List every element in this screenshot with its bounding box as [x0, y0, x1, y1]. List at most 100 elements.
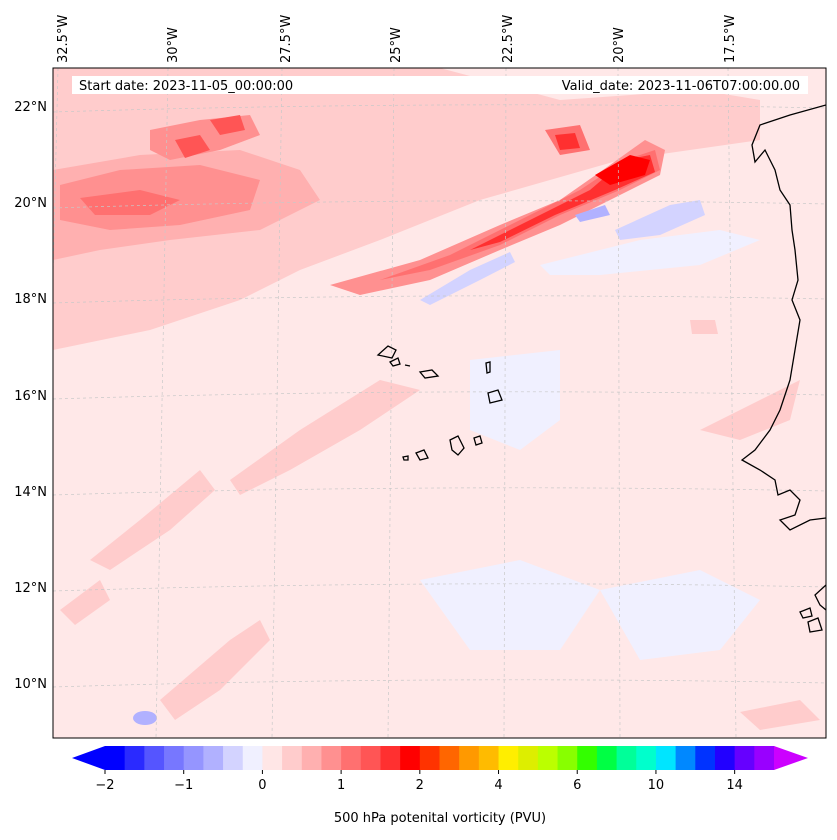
valid-date-label: Valid_date: 2023-11-06T07:00:00.00 — [562, 79, 800, 94]
pv-contour-region — [615, 200, 705, 240]
colorbar-cell — [675, 746, 696, 770]
colorbar-cell — [124, 746, 145, 770]
colorbar-label: 500 hPa potenital vorticity (PVU) — [334, 811, 546, 826]
longitude-labels: 32.5°W 30°W 27.5°W 25°W 22.5°W 20°W 17.5… — [56, 15, 738, 63]
colorbar-extend-low — [72, 746, 105, 770]
pv-contour-region — [555, 133, 580, 150]
africa-coastline — [814, 584, 826, 611]
colorbar-cell — [105, 746, 126, 770]
pv-contour-region — [540, 230, 760, 275]
colorbar-cell — [596, 746, 618, 770]
colorbar-tick-label: 1 — [337, 778, 345, 793]
colorbar-cell — [341, 746, 362, 770]
island-outline — [799, 607, 813, 619]
colorbar-cell — [144, 746, 165, 770]
pv-contour-region — [80, 190, 180, 215]
colorbar-cell — [301, 746, 322, 770]
island-outline — [415, 449, 429, 461]
latitude-labels: 22°N 20°N 18°N 16°N 14°N 12°N 10°N — [14, 100, 47, 692]
colorbar-cell — [459, 746, 480, 770]
colorbar-cell — [478, 746, 500, 770]
colorbar-cell — [616, 746, 637, 770]
colorbar-tick-label: 0 — [258, 778, 266, 793]
colorbar-cell — [164, 746, 185, 770]
pv-contour-region — [690, 320, 718, 334]
africa-coastline — [740, 104, 826, 531]
lat-label: 10°N — [14, 677, 47, 692]
lon-label: 17.5°W — [723, 15, 738, 63]
pv-contour-region — [740, 700, 820, 730]
pv-contour-region — [60, 580, 110, 625]
island-outline — [418, 369, 440, 379]
lat-label: 20°N — [14, 196, 47, 211]
colorbar-cell — [400, 746, 421, 770]
pv-contour-region — [133, 711, 157, 725]
colorbar-cell — [262, 746, 283, 770]
lat-label: 12°N — [14, 581, 47, 596]
lon-label: 22.5°W — [501, 15, 516, 63]
lon-label: 27.5°W — [279, 15, 294, 63]
lat-label: 16°N — [14, 389, 47, 404]
island-outline — [807, 617, 823, 633]
colorbar-ticks: −2 −1 0 1 2 4 6 10 14 — [95, 770, 743, 793]
pv-contour-region — [600, 570, 760, 660]
colorbar-tick-label: −2 — [95, 778, 114, 793]
lat-label: 14°N — [14, 485, 47, 500]
lon-label: 32.5°W — [56, 15, 71, 63]
pv-contour-region — [470, 350, 560, 450]
coastline — [376, 104, 826, 633]
lat-label: 18°N — [14, 292, 47, 307]
colorbar-cell — [577, 746, 598, 770]
island-outline — [404, 364, 411, 367]
island-outline — [485, 361, 491, 374]
colorbar-cell — [203, 746, 224, 770]
colorbar-cell — [380, 746, 401, 770]
colorbar-cell — [734, 746, 755, 770]
island-outline — [376, 345, 397, 359]
colorbar-cell — [419, 746, 440, 770]
pv-contour-region — [230, 380, 420, 495]
start-date-label: Start date: 2023-11-05_00:00:00 — [79, 79, 293, 94]
colorbar-cell — [242, 746, 263, 770]
pv-contour-region — [420, 252, 515, 305]
header-box — [72, 76, 808, 94]
lon-label: 20°W — [612, 27, 627, 63]
map-frame — [52, 67, 827, 739]
colorbar-cell — [282, 746, 303, 770]
colorbar-tick-label: 6 — [573, 778, 581, 793]
map-panel: Start date: 2023-11-05_00:00:00 Valid_da… — [14, 15, 827, 739]
island-outline — [449, 435, 465, 456]
lon-label: 30°W — [166, 27, 181, 63]
colorbar-cell — [183, 746, 204, 770]
colorbar-cell — [518, 746, 539, 770]
colorbar-cell — [636, 746, 657, 770]
colorbar-tick-label: 2 — [416, 778, 424, 793]
colorbar-cell — [439, 746, 460, 770]
pv-contour-region — [575, 205, 610, 222]
colorbar-cell — [223, 746, 244, 770]
pv-field — [53, 68, 820, 730]
lat-label: 22°N — [14, 100, 47, 115]
colorbar-cells — [105, 746, 775, 770]
colorbar-cell — [360, 746, 381, 770]
colorbar-cell — [557, 746, 578, 770]
island-outline — [402, 455, 409, 461]
island-outline — [487, 389, 503, 404]
colorbar-extend-high — [774, 746, 808, 770]
pv-contour-region — [595, 155, 650, 185]
lon-label: 25°W — [389, 27, 404, 63]
colorbar-tick-label: 4 — [494, 778, 502, 793]
colorbar-tick-label: 14 — [726, 778, 743, 793]
colorbar-cell — [695, 746, 716, 770]
pv-contour-region — [420, 560, 600, 650]
island-outline — [389, 357, 401, 367]
colorbar-cell — [714, 746, 736, 770]
colorbar: −2 −1 0 1 2 4 6 10 14 500 hPa potenital vorticit… — [72, 746, 808, 826]
pv-contour-region — [160, 620, 270, 720]
pv-contour-region — [210, 115, 245, 135]
colorbar-cell — [655, 746, 677, 770]
colorbar-tick-label: −1 — [174, 778, 193, 793]
pv-contour-region — [700, 380, 800, 440]
